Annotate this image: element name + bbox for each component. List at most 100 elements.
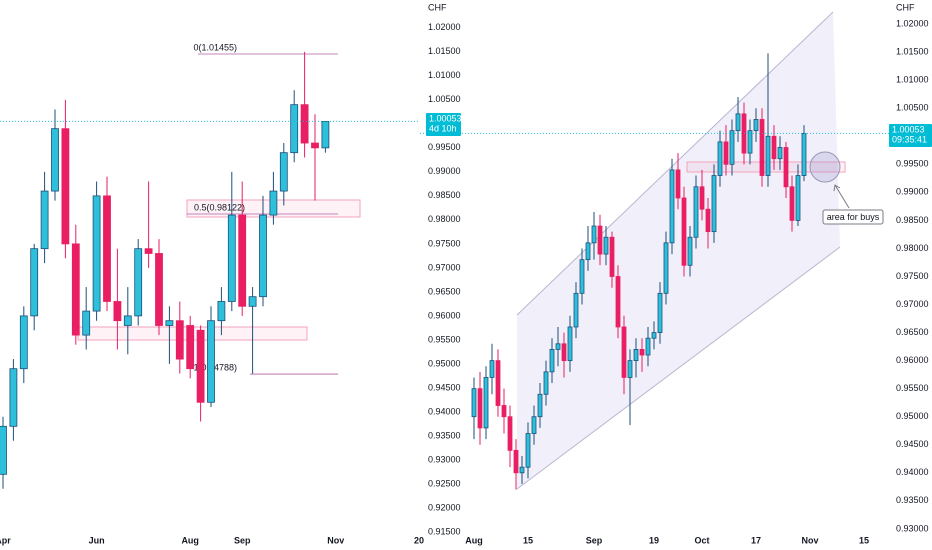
y-tick-label: 0.95000	[896, 411, 929, 421]
y-tick-label: 0.99500	[428, 142, 461, 152]
candle-body	[227, 214, 236, 302]
y-tick-label: 0.94000	[896, 467, 929, 477]
candle-body	[92, 195, 101, 312]
x-tick-label: Nov	[801, 535, 818, 545]
channel-upper	[516, 11, 834, 316]
x-tick-label: 15	[523, 535, 533, 545]
marks: 0(1.01455) 0.5(0.98122) 1(0.94788)	[0, 42, 807, 490]
candle-body	[19, 315, 28, 370]
fib-label: 0(1.01455)	[193, 42, 237, 52]
y-tick-label: 0.97000	[428, 262, 461, 272]
candle-body	[489, 360, 495, 378]
x-tick-label: Oct	[694, 535, 709, 545]
y-tick-label: 0.98500	[428, 190, 461, 200]
x-tick-label: Nov	[327, 535, 344, 545]
y-tick-label: 1.01000	[896, 75, 929, 85]
y-tick-label: 0.99000	[896, 187, 929, 197]
candle-body	[657, 292, 663, 333]
x-tick-label: 15	[859, 535, 869, 545]
candle-body	[238, 214, 247, 307]
candle-body	[627, 360, 633, 378]
candle-body	[259, 214, 267, 298]
candle-body	[217, 301, 226, 322]
x-tick-label: Aug	[181, 535, 199, 545]
candle-body	[735, 113, 741, 132]
candle-body	[290, 104, 299, 154]
candle-body	[123, 315, 132, 326]
candle-body	[549, 349, 555, 373]
y-tick-label: 0.98500	[896, 215, 929, 225]
price-tag-value: 1.00053	[892, 124, 925, 134]
candle-body	[51, 128, 59, 192]
y-tick-label: 0.93000	[428, 454, 461, 464]
candle-body	[711, 175, 717, 233]
y-tick-label: 0.95000	[428, 358, 461, 368]
fib-label: 1(0.94788)	[193, 362, 237, 372]
price-tag-countdown: 09:35:41	[892, 134, 927, 144]
candle-body	[693, 186, 699, 238]
y-tick-label: 0.95500	[428, 334, 461, 344]
y-tick-label: 1.01000	[428, 70, 461, 80]
y-tick-label: 1.01500	[896, 47, 929, 57]
y-tick-label: 0.98000	[428, 214, 461, 224]
candle-body	[747, 130, 753, 154]
y-tick-label: 0.99000	[428, 166, 461, 176]
price-tag-bg	[889, 124, 932, 147]
target-circle	[809, 151, 841, 183]
candle-body	[82, 310, 91, 336]
channel-lower	[516, 246, 841, 490]
y-tick-label: 0.91500	[428, 526, 461, 536]
candle-body	[609, 236, 615, 277]
channel-fill	[517, 12, 840, 489]
x-tick-label: Sep	[234, 535, 251, 545]
y-tick-label: 0.96500	[428, 286, 461, 296]
y-tick-label: 0.94000	[428, 406, 461, 416]
candle-body	[103, 195, 111, 302]
candle-body	[645, 337, 651, 356]
candle-body	[723, 141, 729, 165]
axis-unit: CHF	[896, 2, 915, 12]
y-tick-label: 1.00500	[428, 94, 461, 104]
x-tick-label: Apr	[0, 535, 11, 545]
candle-body	[269, 190, 278, 216]
candle-body	[61, 128, 70, 245]
candle-body	[585, 242, 591, 261]
candle-body	[519, 466, 525, 474]
y-tick-label: 1.02000	[896, 18, 929, 28]
candle-body	[639, 349, 645, 356]
candle-body	[321, 121, 330, 149]
candle-body	[555, 343, 561, 350]
candle-body	[525, 433, 531, 468]
candle-body	[501, 405, 507, 418]
candle-body	[0, 425, 7, 475]
y-tick-label: 0.93000	[896, 523, 929, 533]
candle-body	[729, 130, 735, 165]
candle-body	[765, 135, 771, 176]
candle-body	[753, 119, 759, 132]
axis-unit: CHF	[428, 2, 447, 12]
candle-body	[71, 243, 80, 336]
y-tick-label: 0.95500	[896, 383, 929, 393]
x-tick-label: 17	[751, 535, 761, 545]
y-tick-label: 1.00500	[896, 103, 929, 113]
candle-body	[248, 296, 257, 307]
candle-body	[134, 248, 143, 317]
candle-body	[175, 320, 184, 360]
candle-body	[537, 393, 543, 418]
candle-body	[144, 248, 153, 254]
x-tick-label: Aug	[465, 535, 483, 545]
candle-body	[573, 292, 579, 328]
candle-body	[717, 141, 723, 176]
x-tick-label: 19	[649, 535, 659, 545]
candle-body	[513, 449, 519, 474]
candle-body	[507, 416, 513, 451]
candle-body	[603, 236, 609, 255]
candle-body	[687, 236, 693, 266]
y-tick-label: 0.97500	[896, 271, 929, 281]
price-tag-bg	[426, 113, 461, 136]
price-tag-countdown: 4d 10h	[429, 123, 457, 133]
candle-body	[705, 208, 711, 233]
annotation: area for buys	[827, 212, 880, 222]
